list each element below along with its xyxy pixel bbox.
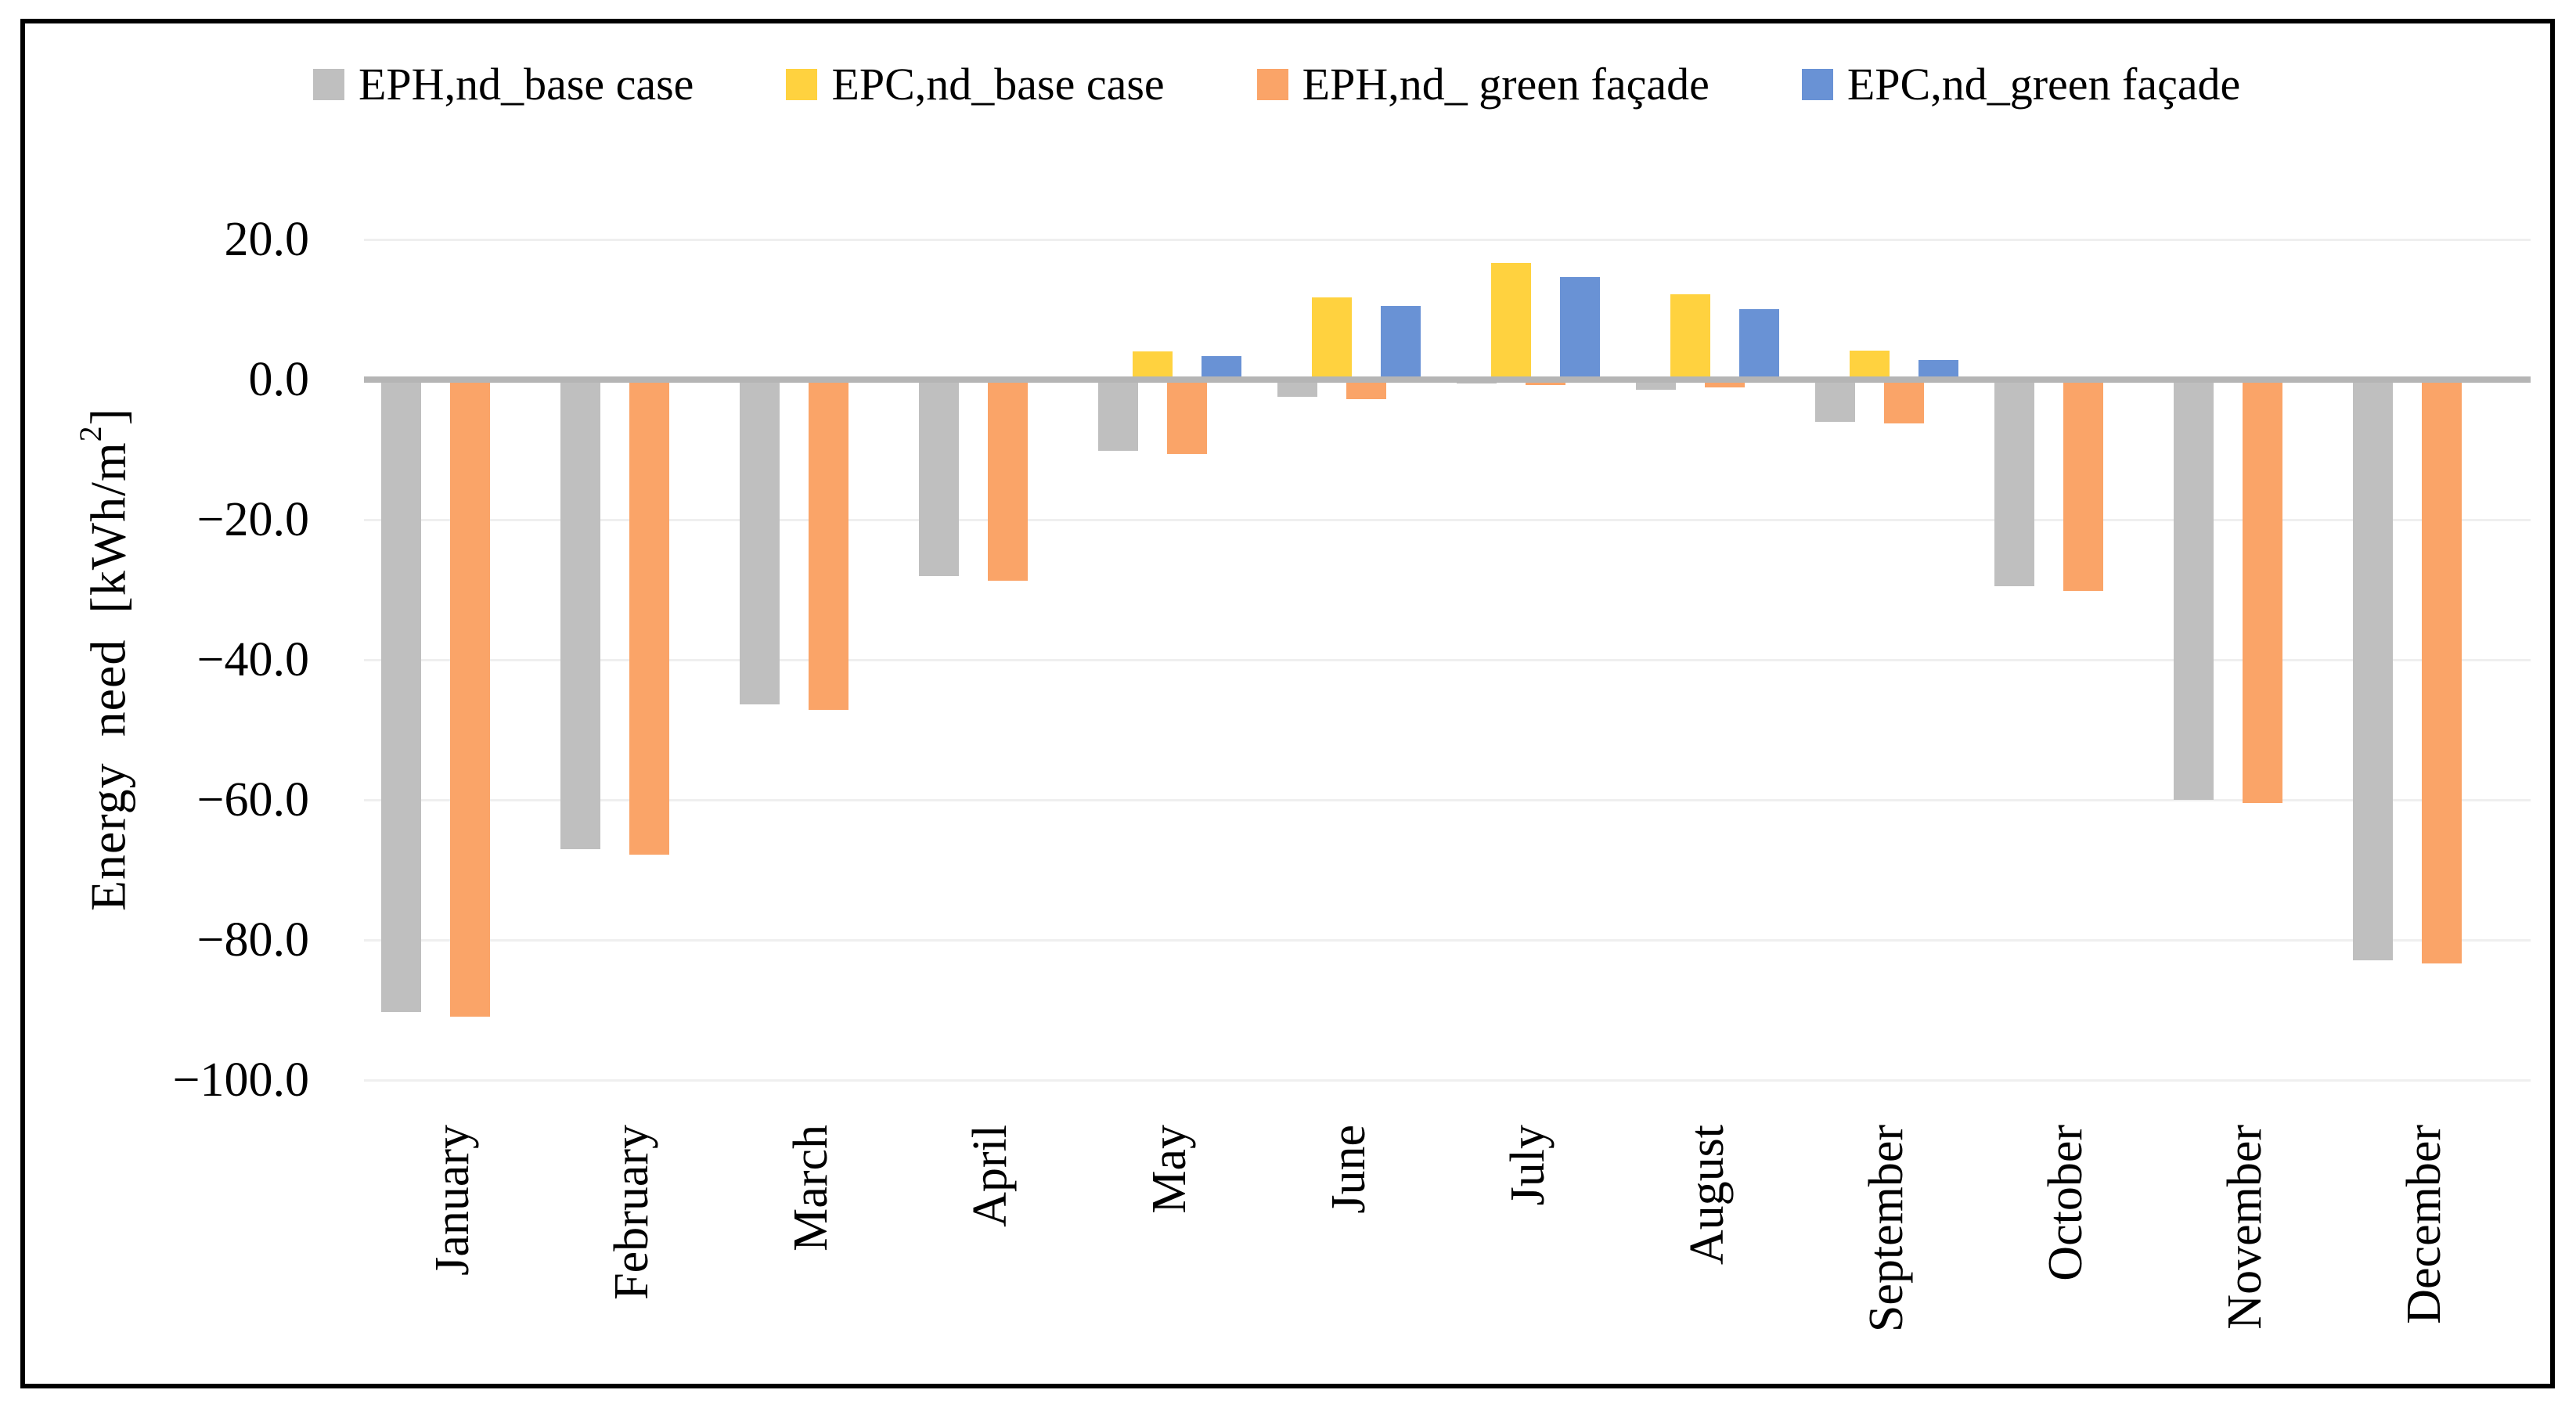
bar-series3-may: [1167, 380, 1207, 454]
x-axis-label-july: July: [1501, 1125, 1555, 1206]
bar-series1-april: [919, 380, 959, 576]
x-axis-label-september: September: [1860, 1125, 1913, 1333]
x-axis-label-november: November: [2218, 1125, 2272, 1330]
y-tick-label--60: −60.0: [196, 773, 309, 826]
x-axis-label-october: October: [2039, 1125, 2092, 1281]
y-tick-label--100: −100.0: [172, 1053, 309, 1107]
bar-series3-february: [629, 380, 669, 855]
figure-border: [20, 19, 2555, 1388]
gridline--60: [364, 799, 2531, 801]
bar-series4-september: [1918, 359, 1958, 380]
x-axis-label-april: April: [964, 1125, 1017, 1227]
gridline--80: [364, 939, 2531, 942]
y-axis-title-text: Energy need [kWh/m: [80, 441, 136, 912]
x-axis-label-august: August: [1681, 1125, 1734, 1266]
y-tick-label-20: 20.0: [224, 213, 310, 266]
y-tick-label--80: −80.0: [196, 913, 309, 967]
x-axis-zero-line: [364, 376, 2531, 383]
bar-series2-june: [1312, 297, 1352, 380]
bar-series2-august: [1670, 293, 1710, 380]
bar-series4-july: [1560, 277, 1600, 380]
legend-item-4: EPC,nd_green façade: [1801, 58, 2241, 110]
bar-series1-february: [560, 380, 600, 849]
legend-label: EPH,nd_ green façade: [1302, 59, 1710, 110]
y-axis-title: Energy need [kWh/m2]: [72, 408, 137, 911]
y-axis-title-superscript: 2: [73, 425, 109, 442]
x-axis-label-march: March: [784, 1125, 838, 1251]
bar-series1-december: [2353, 380, 2393, 960]
legend-swatch-icon: [313, 68, 344, 100]
legend-item-2: EPC,nd_base case: [786, 58, 1165, 110]
bar-series3-october: [2063, 380, 2103, 592]
bar-series3-september: [1884, 380, 1924, 424]
bar-series3-march: [809, 380, 848, 711]
legend-label: EPC,nd_green façade: [1846, 59, 2241, 110]
gridline--20: [364, 519, 2531, 521]
bar-series1-october: [1994, 380, 2034, 587]
bar-series1-march: [740, 380, 780, 705]
legend-swatch-icon: [786, 68, 818, 100]
x-axis-label-june: June: [1322, 1125, 1375, 1214]
bar-series3-december: [2422, 380, 2462, 963]
legend-item-1: EPH,nd_base case: [313, 58, 694, 110]
bar-series1-may: [1098, 380, 1138, 452]
legend-item-3: EPH,nd_ green façade: [1256, 58, 1710, 110]
y-tick-label--20: −20.0: [196, 493, 309, 546]
gridline--40: [364, 659, 2531, 661]
bar-series2-september: [1850, 351, 1890, 380]
bar-series1-september: [1815, 380, 1855, 422]
bar-series3-august: [1705, 380, 1745, 387]
bar-series4-june: [1381, 306, 1421, 380]
gridline--100: [364, 1079, 2531, 1082]
legend-label: EPH,nd_base case: [358, 59, 694, 110]
y-tick-label--40: −40.0: [196, 633, 309, 686]
y-tick-label-0: 0.0: [248, 353, 310, 406]
x-axis-label-december: December: [2398, 1125, 2451, 1324]
bar-series3-november: [2243, 380, 2282, 804]
bar-series1-january: [381, 380, 421, 1013]
chart-legend: EPH,nd_base case EPC,nd_base case EPH,nd_ …: [313, 58, 2240, 110]
x-axis-label-february: February: [605, 1125, 658, 1300]
legend-label: EPC,nd_base case: [831, 59, 1165, 110]
gridline-20: [364, 239, 2531, 241]
bar-series1-november: [2174, 380, 2214, 800]
bar-series3-april: [988, 380, 1028, 581]
y-axis-title-close: ]: [80, 408, 136, 426]
bar-series3-january: [450, 380, 490, 1017]
bar-series4-august: [1739, 308, 1779, 380]
bar-series3-june: [1346, 380, 1386, 400]
bar-series2-july: [1491, 263, 1531, 380]
legend-swatch-icon: [1256, 68, 1288, 100]
bar-series2-may: [1133, 351, 1173, 380]
x-axis-label-may: May: [1143, 1125, 1196, 1214]
legend-swatch-icon: [1801, 68, 1833, 100]
bar-series4-may: [1202, 355, 1241, 380]
bar-series1-june: [1277, 380, 1317, 398]
y-axis-title-wrap: Energy need [kWh/m2]: [66, 239, 144, 1080]
x-axis-label-january: January: [426, 1125, 479, 1276]
